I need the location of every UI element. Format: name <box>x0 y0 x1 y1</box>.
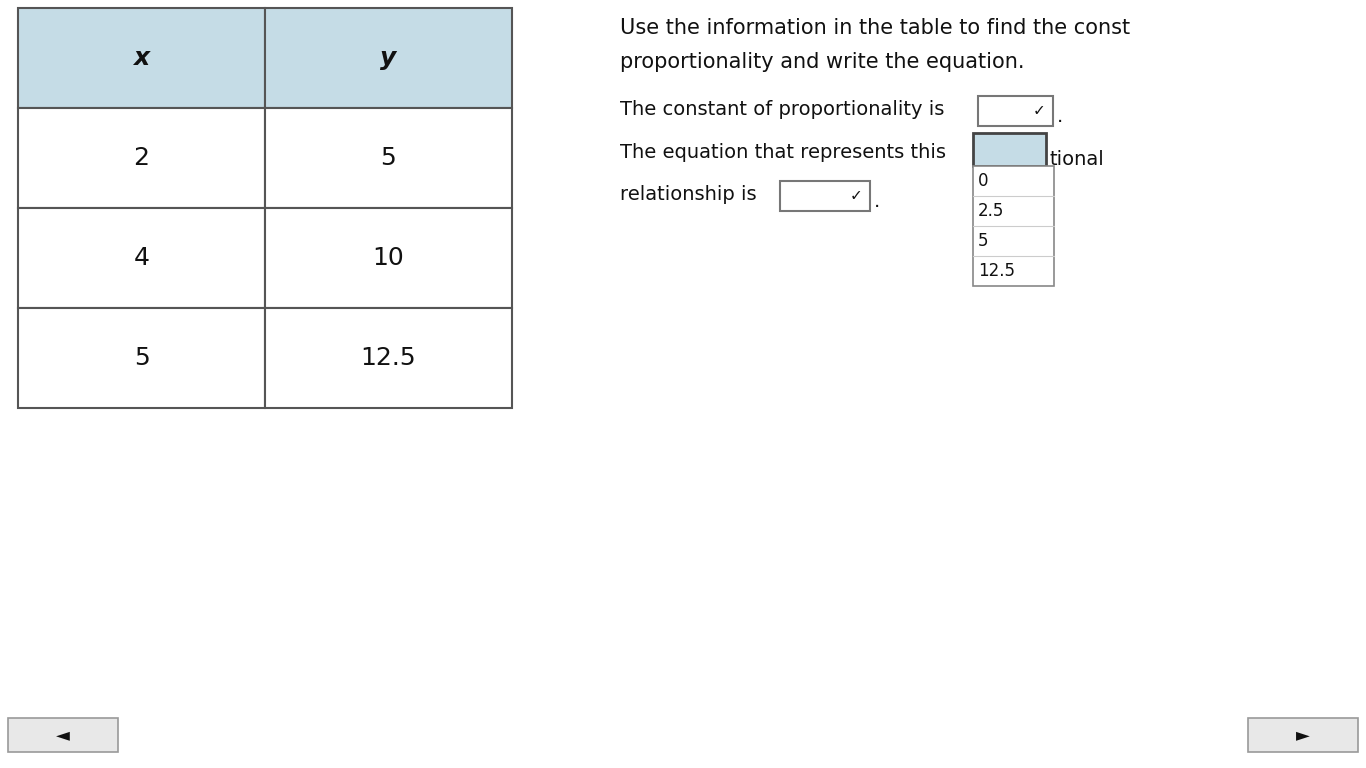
Text: .: . <box>1057 107 1063 126</box>
Text: 2.5: 2.5 <box>978 202 1004 220</box>
Text: Use the information in the table to find the const: Use the information in the table to find… <box>620 18 1130 38</box>
Text: 2: 2 <box>134 146 149 170</box>
Text: 12.5: 12.5 <box>978 262 1015 280</box>
Text: 5: 5 <box>978 232 989 250</box>
Text: 0: 0 <box>978 172 989 190</box>
Bar <box>1249 718 1358 752</box>
Bar <box>265 308 512 408</box>
Bar <box>973 133 1046 166</box>
Text: ►: ► <box>1296 726 1310 744</box>
Bar <box>973 166 1055 286</box>
Text: relationship is: relationship is <box>620 185 757 204</box>
Bar <box>18 108 265 208</box>
Text: The equation that represents this: The equation that represents this <box>620 143 947 162</box>
Text: 5: 5 <box>134 346 149 370</box>
Bar <box>978 96 1053 126</box>
Text: 12.5: 12.5 <box>361 346 417 370</box>
Bar <box>18 8 265 108</box>
Bar <box>8 718 117 752</box>
Text: ◄: ◄ <box>56 726 70 744</box>
Text: 10: 10 <box>373 246 404 270</box>
Bar <box>265 208 512 308</box>
Text: 4: 4 <box>134 246 149 270</box>
Text: .: . <box>874 192 880 211</box>
Bar <box>18 208 265 308</box>
Bar <box>265 8 512 108</box>
Text: 5: 5 <box>381 146 396 170</box>
Text: ✓: ✓ <box>850 188 862 204</box>
Text: proportionality and write the equation.: proportionality and write the equation. <box>620 52 1024 72</box>
Bar <box>780 181 870 211</box>
Text: tional: tional <box>1049 150 1104 169</box>
Text: ✓: ✓ <box>1033 104 1045 118</box>
Text: The constant of proportionality is: The constant of proportionality is <box>620 100 944 119</box>
Text: x: x <box>134 46 149 70</box>
Bar <box>18 308 265 408</box>
Text: y: y <box>380 46 396 70</box>
Bar <box>265 108 512 208</box>
